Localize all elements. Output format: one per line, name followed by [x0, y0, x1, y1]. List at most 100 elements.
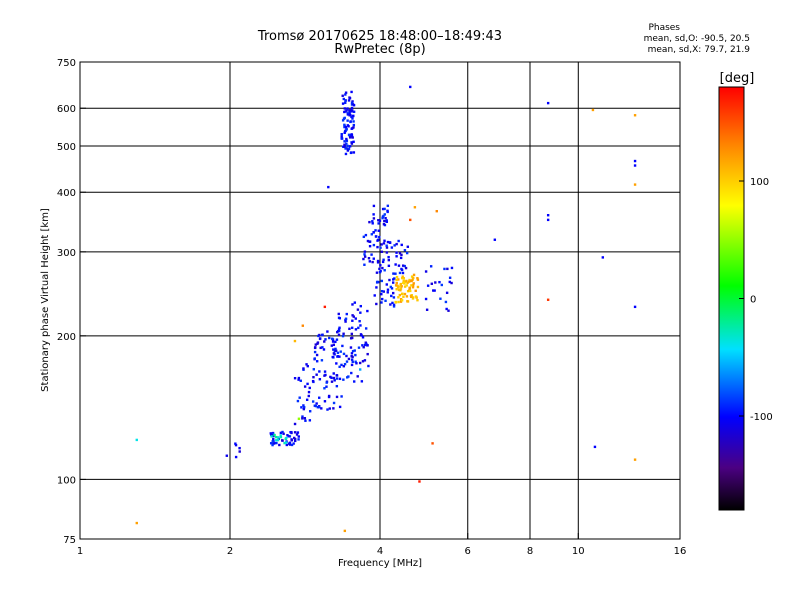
data-point [397, 278, 400, 281]
data-point [332, 407, 335, 410]
data-point [379, 269, 382, 273]
data-point [446, 267, 449, 271]
data-point [346, 144, 349, 148]
data-point [314, 346, 317, 349]
data-point [374, 229, 377, 232]
data-point [344, 101, 347, 105]
data-point [271, 432, 275, 436]
data-point [348, 145, 352, 148]
data-point [372, 217, 376, 220]
data-point [327, 185, 330, 189]
scatter-points [135, 85, 637, 533]
data-point [332, 376, 336, 380]
data-point [335, 377, 339, 380]
data-point [375, 286, 378, 289]
data-point [361, 336, 365, 339]
data-point [334, 349, 338, 352]
data-point [360, 380, 364, 383]
data-point [400, 243, 403, 247]
data-point [350, 115, 353, 119]
data-point [354, 360, 357, 363]
data-point [304, 419, 307, 422]
x-tick-label: 6 [465, 546, 471, 557]
data-point [286, 434, 289, 437]
data-point [406, 289, 410, 293]
data-point [339, 350, 342, 353]
data-point [330, 344, 334, 347]
data-point [316, 342, 319, 345]
data-point [350, 371, 353, 375]
data-point [376, 259, 380, 263]
data-point [345, 137, 348, 141]
data-point [315, 360, 319, 363]
data-point [392, 272, 395, 275]
data-point [358, 361, 362, 365]
data-point [361, 344, 364, 347]
data-point [414, 289, 417, 292]
data-point [275, 439, 278, 442]
data-point [323, 370, 327, 373]
data-point [278, 443, 281, 447]
data-point [338, 365, 341, 369]
data-point [405, 251, 409, 255]
data-point [283, 441, 286, 445]
data-point [344, 126, 348, 129]
data-point [444, 300, 448, 304]
data-point [275, 441, 278, 445]
data-point [351, 319, 354, 322]
data-point [366, 239, 370, 243]
data-point [288, 441, 292, 444]
y-tick-label: 100 [57, 475, 76, 486]
data-point [405, 284, 408, 287]
data-point [344, 318, 347, 322]
data-point [300, 406, 303, 409]
data-point [318, 405, 321, 409]
data-point [377, 222, 380, 225]
data-point [601, 256, 605, 259]
data-point [346, 376, 349, 379]
data-point [344, 147, 347, 150]
colorbar-tick-label: -100 [750, 412, 773, 423]
chart-subtitle: RwPretec (8p) [334, 42, 425, 57]
y-axis-label: Stationary phase Virtual Height [km] [40, 208, 51, 392]
data-point [320, 359, 324, 362]
data-point [287, 435, 290, 438]
data-point [350, 133, 353, 136]
data-point [271, 443, 274, 447]
data-point [234, 442, 237, 445]
data-point [438, 280, 441, 284]
data-point [378, 267, 381, 271]
data-point [238, 446, 241, 450]
data-point [379, 264, 382, 267]
data-point [311, 400, 315, 403]
data-point [292, 442, 295, 445]
data-point [135, 438, 138, 442]
data-point [395, 255, 398, 258]
data-point [391, 301, 394, 305]
data-point [330, 380, 334, 383]
data-point [416, 277, 419, 280]
data-point [351, 136, 354, 139]
data-point [332, 348, 335, 351]
data-point [323, 340, 326, 343]
data-point [318, 378, 322, 381]
data-point [411, 286, 415, 289]
data-point [371, 260, 374, 264]
data-point [410, 279, 413, 283]
data-point [393, 244, 396, 247]
data-point [297, 378, 300, 381]
data-point [344, 129, 347, 132]
data-point [406, 281, 409, 284]
data-point [387, 255, 390, 259]
data-point [269, 442, 273, 445]
data-point [350, 90, 353, 94]
data-point [424, 297, 428, 301]
data-point [435, 209, 438, 213]
data-point [426, 284, 430, 287]
data-point [345, 142, 348, 145]
data-point [386, 210, 389, 214]
data-point [409, 85, 412, 89]
x-tick-label: 10 [572, 546, 585, 557]
colorbar: [deg] 100 0 -100 [718, 71, 773, 511]
